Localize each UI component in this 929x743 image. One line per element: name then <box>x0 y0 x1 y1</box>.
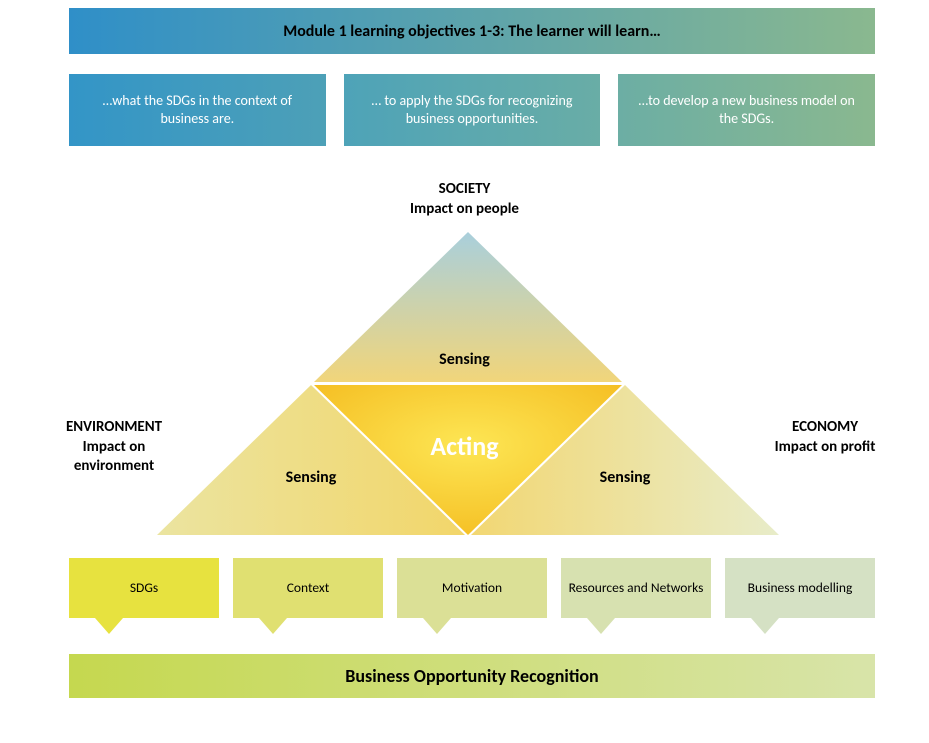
callout-text-business-modelling: Business modelling <box>748 580 853 596</box>
triangle-diagram <box>154 232 782 538</box>
objective-box-1: …what the SDGs in the context of busines… <box>69 74 326 146</box>
footer-text: Business Opportunity Recognition <box>345 665 598 687</box>
callout-resources: Resources and Networks <box>561 558 711 618</box>
callout-text-motivation: Motivation <box>442 580 502 596</box>
callout-arrow-icon <box>423 618 451 634</box>
corner-subtitle-economy: Impact on profit <box>765 438 885 458</box>
corner-subtitle-society: Impact on people <box>0 200 929 220</box>
header-bar: Module 1 learning objectives 1-3: The le… <box>69 8 875 54</box>
callout-text-sdgs: SDGs <box>130 580 158 596</box>
callout-arrow-icon <box>259 618 287 634</box>
callout-sdgs: SDGs <box>69 558 219 618</box>
callout-text-context: Context <box>287 580 330 596</box>
footer-bar: Business Opportunity Recognition <box>69 654 875 698</box>
callout-arrow-icon <box>587 618 615 634</box>
callout-arrow-icon <box>95 618 123 634</box>
triangle-top-sensing <box>314 232 622 382</box>
corner-label-society: SOCIETY Impact on people <box>0 180 929 219</box>
callout-arrow-icon <box>751 618 779 634</box>
corner-label-economy: ECONOMY Impact on profit <box>765 418 885 457</box>
objective-text-3: …to develop a new business model on the … <box>632 92 861 128</box>
callout-motivation: Motivation <box>397 558 547 618</box>
callout-context: Context <box>233 558 383 618</box>
callout-row: SDGs Context Motivation Resources and Ne… <box>69 558 875 644</box>
corner-title-society: SOCIETY <box>0 180 929 200</box>
callout-business-modelling: Business modelling <box>725 558 875 618</box>
callout-text-resources: Resources and Networks <box>569 580 704 596</box>
objective-box-3: …to develop a new business model on the … <box>618 74 875 146</box>
objective-text-2: … to apply the SDGs for recognizing busi… <box>358 92 587 128</box>
corner-title-economy: ECONOMY <box>765 418 885 438</box>
header-text: Module 1 learning objectives 1-3: The le… <box>283 22 661 41</box>
objective-box-2: … to apply the SDGs for recognizing busi… <box>344 74 601 146</box>
objective-text-1: …what the SDGs in the context of busines… <box>83 92 312 128</box>
